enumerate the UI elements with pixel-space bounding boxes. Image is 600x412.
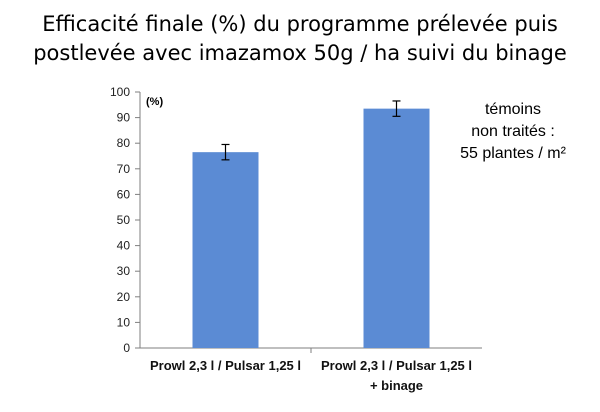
y-tick-label: 60 bbox=[117, 187, 131, 201]
chart-title-line-1: Efficacité finale (%) du programme préle… bbox=[42, 12, 558, 36]
chart-axes bbox=[135, 91, 482, 353]
y-tick-label: 100 bbox=[110, 85, 130, 99]
annotation-line-2: non traités : bbox=[471, 123, 555, 140]
chart-bars bbox=[192, 100, 430, 348]
bar bbox=[192, 152, 259, 348]
y-axis-unit-label: (%) bbox=[146, 96, 163, 108]
y-tick-label: 40 bbox=[117, 239, 131, 253]
y-tick-label: 50 bbox=[117, 213, 131, 227]
annotation-line-1: témoins bbox=[484, 101, 542, 118]
y-tick-label: 80 bbox=[117, 136, 131, 150]
chart-title: Efficacité finale (%) du programme préle… bbox=[0, 10, 600, 68]
y-tick-label: 0 bbox=[123, 341, 130, 355]
y-tick-label: 30 bbox=[117, 264, 131, 278]
y-tick-label: 20 bbox=[117, 290, 131, 304]
chart-title-line-2: postlevée avec imazamox 50g / ha suivi d… bbox=[33, 41, 567, 65]
annotation-line-3: 55 plantes / m² bbox=[460, 145, 566, 162]
x-category-label: Prowl 2,3 l / Pulsar 1,25 l bbox=[321, 358, 472, 373]
bar bbox=[363, 108, 430, 348]
x-category-label: + binage bbox=[370, 378, 423, 393]
x-category-label: Prowl 2,3 l / Pulsar 1,25 l bbox=[150, 358, 301, 373]
y-tick-label: 70 bbox=[117, 162, 131, 176]
y-tick-label: 10 bbox=[117, 315, 131, 329]
control-annotation: témoins non traités : 55 plantes / m² bbox=[438, 99, 588, 165]
chart-labels: 0 10 20 30 40 50 60 70 80 90 100 (%) Prowl 2,3 l / P… bbox=[110, 85, 472, 393]
y-tick-label: 90 bbox=[117, 111, 131, 125]
